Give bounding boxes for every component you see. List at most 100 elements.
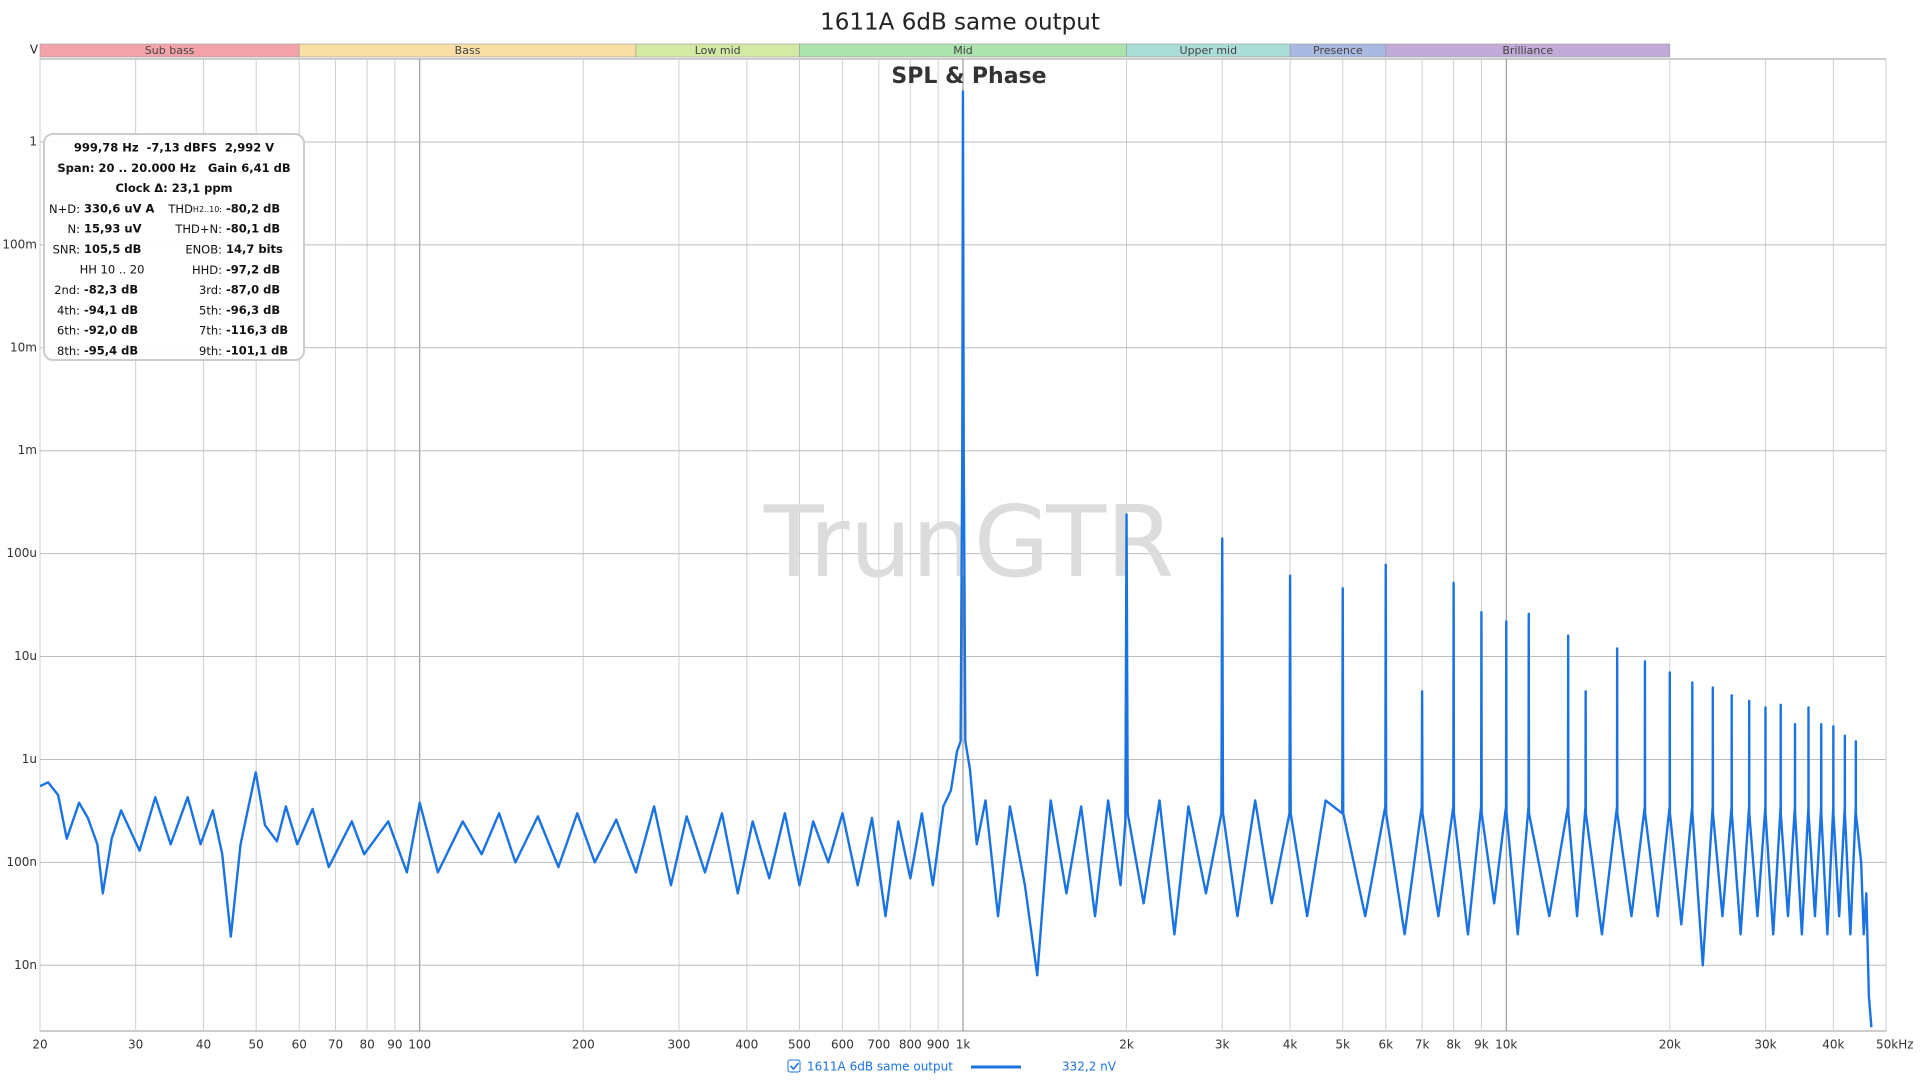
info-label: HHD: <box>192 262 222 276</box>
info-label: 9th: <box>199 344 222 358</box>
info-label-text: N: <box>68 222 80 236</box>
info-label-text: 6th: <box>57 323 80 337</box>
info-label-text: SNR: <box>53 242 80 256</box>
x-tick-label: 20 <box>32 1038 47 1052</box>
band-label: Low mid <box>695 44 741 57</box>
info-label-text: N+D: <box>49 201 80 215</box>
x-tick-label: 80 <box>359 1038 374 1052</box>
x-tick-label: 400 <box>735 1038 758 1052</box>
series-line <box>40 90 1873 1028</box>
info-label: 7th: <box>199 323 222 337</box>
info-label: SNR: <box>53 242 80 256</box>
info-label-text: THD <box>167 201 193 215</box>
x-tick-label: 8k <box>1446 1038 1461 1052</box>
x-tick-label: 20k <box>1659 1038 1681 1052</box>
x-tick-label: 200 <box>572 1038 595 1052</box>
band-label: Upper mid <box>1180 44 1238 57</box>
x-tick-label: 100 <box>408 1038 431 1052</box>
legend-label[interactable]: 1611A 6dB same output <box>807 1060 953 1074</box>
x-tick-label: 70 <box>328 1038 343 1052</box>
chart-subtitle: SPL & Phase <box>891 64 1046 89</box>
info-label: N: <box>68 222 80 236</box>
band-label: Presence <box>1313 44 1363 57</box>
info-value: -95,4 dB <box>84 344 138 358</box>
y-tick-label: 1m <box>18 443 37 457</box>
x-tick-label: 1k <box>956 1038 971 1052</box>
x-tick-label: 40 <box>196 1038 211 1052</box>
x-tick-label: 800 <box>899 1038 922 1052</box>
x-tick-label: 30 <box>128 1038 143 1052</box>
info-label-text: 2nd: <box>54 283 80 297</box>
info-label: HH 10 .. 20 <box>80 262 145 276</box>
info-label: N+D: <box>49 201 80 215</box>
band-label: Mid <box>953 44 973 57</box>
x-tick-label: 9k <box>1474 1038 1489 1052</box>
info-value: -92,0 dB <box>84 323 138 337</box>
x-tick-label: 6k <box>1378 1038 1393 1052</box>
x-tick-label: 3k <box>1215 1038 1230 1052</box>
info-line: Span: 20 .. 20.000 Hz Gain 6,41 dB <box>57 161 290 175</box>
info-value: 330,6 uV A <box>84 201 154 215</box>
info-label: THDH2..10: <box>167 201 222 215</box>
info-value: 105,5 dB <box>84 242 141 256</box>
y-tick-label: 10u <box>14 649 37 663</box>
info-label-text: 4th: <box>57 303 80 317</box>
info-label: ENOB: <box>185 242 222 256</box>
legend-checkbox[interactable] <box>787 1059 801 1073</box>
info-value: -94,1 dB <box>84 303 138 317</box>
x-tick-label: 10k <box>1495 1038 1517 1052</box>
x-tick-label: 900 <box>927 1038 950 1052</box>
info-label-text: 5th: <box>199 303 222 317</box>
info-label: 4th: <box>57 303 80 317</box>
x-tick-label: 90 <box>387 1038 402 1052</box>
x-tick-label: 700 <box>867 1038 890 1052</box>
info-label-text: ENOB: <box>185 242 222 256</box>
info-line: 999,78 Hz -7,13 dBFS 2,992 V <box>74 141 274 155</box>
info-value: -97,2 dB <box>226 262 280 276</box>
x-tick-label: 60 <box>292 1038 307 1052</box>
x-tick-label: 600 <box>831 1038 854 1052</box>
band <box>1385 43 1671 58</box>
info-value: -82,3 dB <box>84 283 138 297</box>
x-tick-label: 7k <box>1415 1038 1430 1052</box>
info-label-text: 7th: <box>199 323 222 337</box>
info-label-text: 8th: <box>57 344 80 358</box>
info-value: -116,3 dB <box>226 323 288 337</box>
info-value: 15,93 uV <box>84 222 142 236</box>
info-label: 8th: <box>57 344 80 358</box>
x-tick-label: 2k <box>1119 1038 1134 1052</box>
y-tick-label: 1u <box>22 752 37 766</box>
legend-check <box>789 1062 800 1071</box>
x-tick-label: 5k <box>1335 1038 1350 1052</box>
x-tick-label: 300 <box>667 1038 690 1052</box>
x-tick-label: 30k <box>1754 1038 1776 1052</box>
y-tick-label: 100n <box>6 855 37 869</box>
info-label-sub: H2..10: <box>193 204 222 213</box>
y-axis-label: V <box>30 43 39 57</box>
info-value: -101,1 dB <box>226 344 288 358</box>
info-label-text: HHD: <box>192 262 222 276</box>
info-label: THD+N: <box>174 222 222 236</box>
info-label: 2nd: <box>54 283 80 297</box>
info-value: -80,2 dB <box>226 201 280 215</box>
chart-title: 1611A 6dB same output <box>820 10 1100 36</box>
y-tick-label: 100m <box>2 237 37 251</box>
cursor-value: 332,2 nV <box>1062 1060 1117 1074</box>
info-value: -96,3 dB <box>226 303 280 317</box>
watermark: TrunGTR <box>763 486 1174 600</box>
y-tick-label: 1 <box>29 134 37 148</box>
info-label-text: 3rd: <box>199 283 222 297</box>
x-tick-label: 40k <box>1822 1038 1844 1052</box>
info-box <box>43 133 305 361</box>
y-tick-label: 100u <box>6 546 37 560</box>
band-label: Bass <box>455 44 481 57</box>
y-tick-label: 10n <box>14 958 37 972</box>
info-line: Clock Δ: 23,1 ppm <box>115 181 232 195</box>
info-label: 6th: <box>57 323 80 337</box>
x-tick-label: 500 <box>788 1038 811 1052</box>
info-label-text: THD+N: <box>174 222 222 236</box>
x-tick-label: 50kHz <box>1876 1038 1914 1052</box>
band-label: Brilliance <box>1502 44 1553 57</box>
y-tick-label: 10m <box>10 340 37 354</box>
